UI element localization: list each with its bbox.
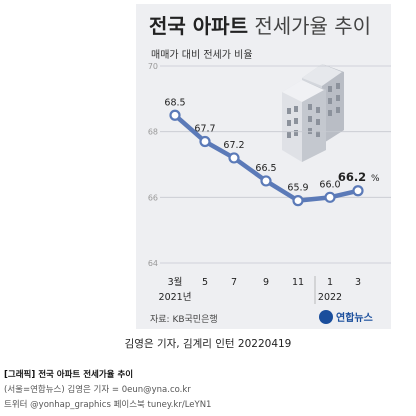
x-tick-label: 1 (327, 277, 333, 288)
footer-byline: (서울=연합뉴스) 김영은 기자 = 0eun@yna.co.kr (4, 385, 191, 395)
y-tick-label: 66 (148, 193, 158, 202)
x-tick-label: 7 (231, 277, 237, 288)
data-label: 66.5 (255, 163, 276, 174)
chart-card (136, 4, 391, 329)
data-point (260, 175, 272, 187)
x-tick-label: 3월 (168, 276, 183, 288)
chart-title-light: 전세가율 추이 (254, 14, 372, 38)
logo-text: 연합뉴스 (336, 313, 373, 324)
data-point (292, 195, 304, 207)
chart-subtitle: 매매가 대비 전세가 비율 (151, 50, 253, 61)
x-year-label: 2022 (318, 292, 342, 303)
x-tick-label: 3 (355, 277, 361, 288)
globe-icon (319, 309, 333, 324)
y-tick-label: 64 (148, 259, 158, 268)
data-point (324, 191, 336, 203)
data-point (352, 185, 364, 197)
x-tick-label: 5 (202, 277, 208, 288)
credit-line: 김영은 기자, 김계리 인턴 20220419 (124, 338, 292, 350)
x-tick-label: 11 (292, 277, 304, 288)
data-label: 66.2 (338, 170, 366, 184)
data-label: 67.2 (223, 140, 244, 151)
building-icon (282, 64, 344, 162)
source-text: 자료: KB국민은행 (150, 315, 218, 325)
footer-social: 트위터 @yonhap_graphics 페이스북 tuney.kr/LeYN1 (4, 400, 212, 410)
footer-title: [그래픽] 전국 아파트 전세가율 추이 (4, 370, 134, 380)
x-year-label: 2021년 (159, 292, 192, 303)
chart-title: 전국 아파트 전세가율 추이 (149, 10, 371, 39)
chart-title-bold: 전국 아파트 (149, 14, 248, 38)
data-label-unit: % (371, 174, 380, 184)
x-tick-label: 9 (263, 277, 269, 288)
y-tick-label: 68 (148, 128, 158, 137)
data-point (169, 109, 181, 121)
data-label: 68.5 (164, 97, 185, 108)
data-point (199, 135, 211, 148)
data-point (228, 152, 240, 164)
data-label: 66.0 (319, 179, 340, 190)
data-label: 67.7 (194, 124, 215, 135)
yonhap-logo: 연합뉴스 (319, 309, 373, 324)
data-label: 65.9 (287, 183, 308, 194)
y-tick-label: 70 (148, 62, 158, 71)
